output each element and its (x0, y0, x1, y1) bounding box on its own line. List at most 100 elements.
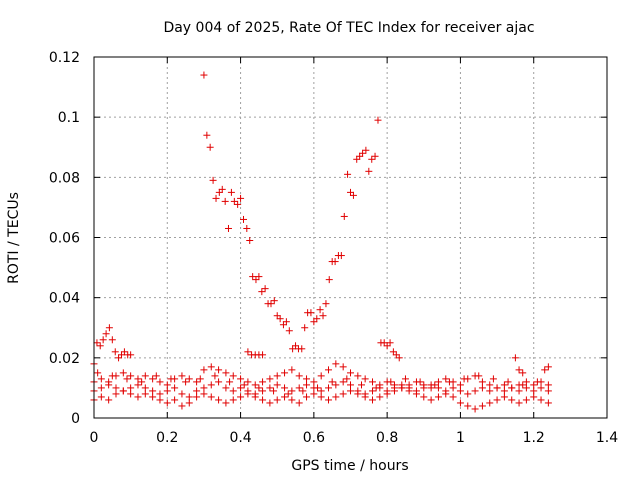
data-point (478, 402, 486, 410)
data-point (99, 336, 107, 344)
data-point (392, 351, 400, 359)
data-point (127, 390, 135, 398)
data-point (215, 378, 223, 386)
data-point (340, 212, 348, 220)
data-point (134, 393, 142, 401)
data-point (211, 372, 219, 380)
data-point (361, 393, 369, 401)
data-point (259, 378, 267, 386)
data-point (200, 366, 208, 374)
data-point (209, 176, 217, 184)
data-point (134, 381, 142, 389)
data-point (383, 390, 391, 398)
data-point (221, 197, 229, 205)
data-point (357, 381, 365, 389)
data-point (289, 345, 297, 353)
data-point (390, 387, 398, 395)
data-point (486, 387, 494, 395)
data-point (282, 318, 290, 326)
data-point (244, 378, 252, 386)
data-point (489, 375, 497, 383)
data-point (276, 315, 284, 323)
y-tick-label: 0.12 (49, 50, 80, 66)
data-point (371, 152, 379, 160)
data-point (368, 155, 376, 163)
data-point (295, 372, 303, 380)
data-point (171, 396, 179, 404)
data-point (255, 384, 263, 392)
data-point (240, 381, 248, 389)
data-point (478, 378, 486, 386)
data-point (339, 378, 347, 386)
data-point (229, 396, 237, 404)
data-point (178, 390, 186, 398)
data-point (533, 378, 541, 386)
data-point (196, 375, 204, 383)
data-point (530, 393, 538, 401)
data-point (398, 384, 406, 392)
data-point (522, 396, 530, 404)
data-point (281, 369, 289, 377)
data-point (303, 375, 311, 383)
data-point (167, 375, 175, 383)
data-point (434, 393, 442, 401)
data-point (222, 399, 230, 407)
data-point (97, 384, 105, 392)
data-point (508, 384, 516, 392)
data-point (401, 375, 409, 383)
data-point (224, 224, 232, 232)
data-point (356, 152, 364, 160)
data-point (237, 194, 245, 202)
data-point (149, 387, 157, 395)
data-point (322, 300, 330, 308)
data-point (115, 354, 123, 362)
data-point (511, 354, 519, 362)
data-point (541, 366, 549, 374)
data-point (119, 387, 127, 395)
data-point (310, 318, 318, 326)
data-point (339, 363, 347, 371)
data-point (544, 381, 552, 389)
data-point (288, 396, 296, 404)
series-band-d (94, 369, 541, 398)
data-point (237, 375, 245, 383)
data-point (266, 384, 274, 392)
y-tick-label: 0.04 (49, 291, 80, 307)
data-point (325, 276, 333, 284)
data-point (471, 405, 479, 413)
data-point (244, 348, 252, 356)
data-point (530, 381, 538, 389)
data-point (259, 387, 267, 395)
data-point (354, 390, 362, 398)
data-point (431, 381, 439, 389)
data-point (149, 375, 157, 383)
data-point (530, 387, 538, 395)
data-point (416, 378, 424, 386)
x-axis-label: GPS time / hours (291, 458, 408, 474)
data-point (544, 363, 552, 371)
data-point (504, 378, 512, 386)
data-point (156, 396, 164, 404)
data-point (134, 375, 142, 383)
data-point (266, 375, 274, 383)
series-high-satellite (200, 71, 403, 362)
data-point (226, 378, 234, 386)
data-point (299, 387, 307, 395)
x-tick-label: 1.2 (523, 430, 545, 446)
data-point (519, 381, 527, 389)
data-point (295, 384, 303, 392)
x-tick-label: 0.2 (156, 430, 178, 446)
data-point (493, 384, 501, 392)
data-point (464, 402, 472, 410)
data-point (240, 215, 248, 223)
data-point (515, 387, 523, 395)
data-point (152, 372, 160, 380)
data-point (193, 387, 201, 395)
data-point (203, 131, 211, 139)
data-point (93, 339, 101, 347)
data-point (273, 381, 281, 389)
data-point (376, 393, 384, 401)
data-point (359, 149, 367, 157)
data-point (212, 194, 220, 202)
data-point (486, 381, 494, 389)
